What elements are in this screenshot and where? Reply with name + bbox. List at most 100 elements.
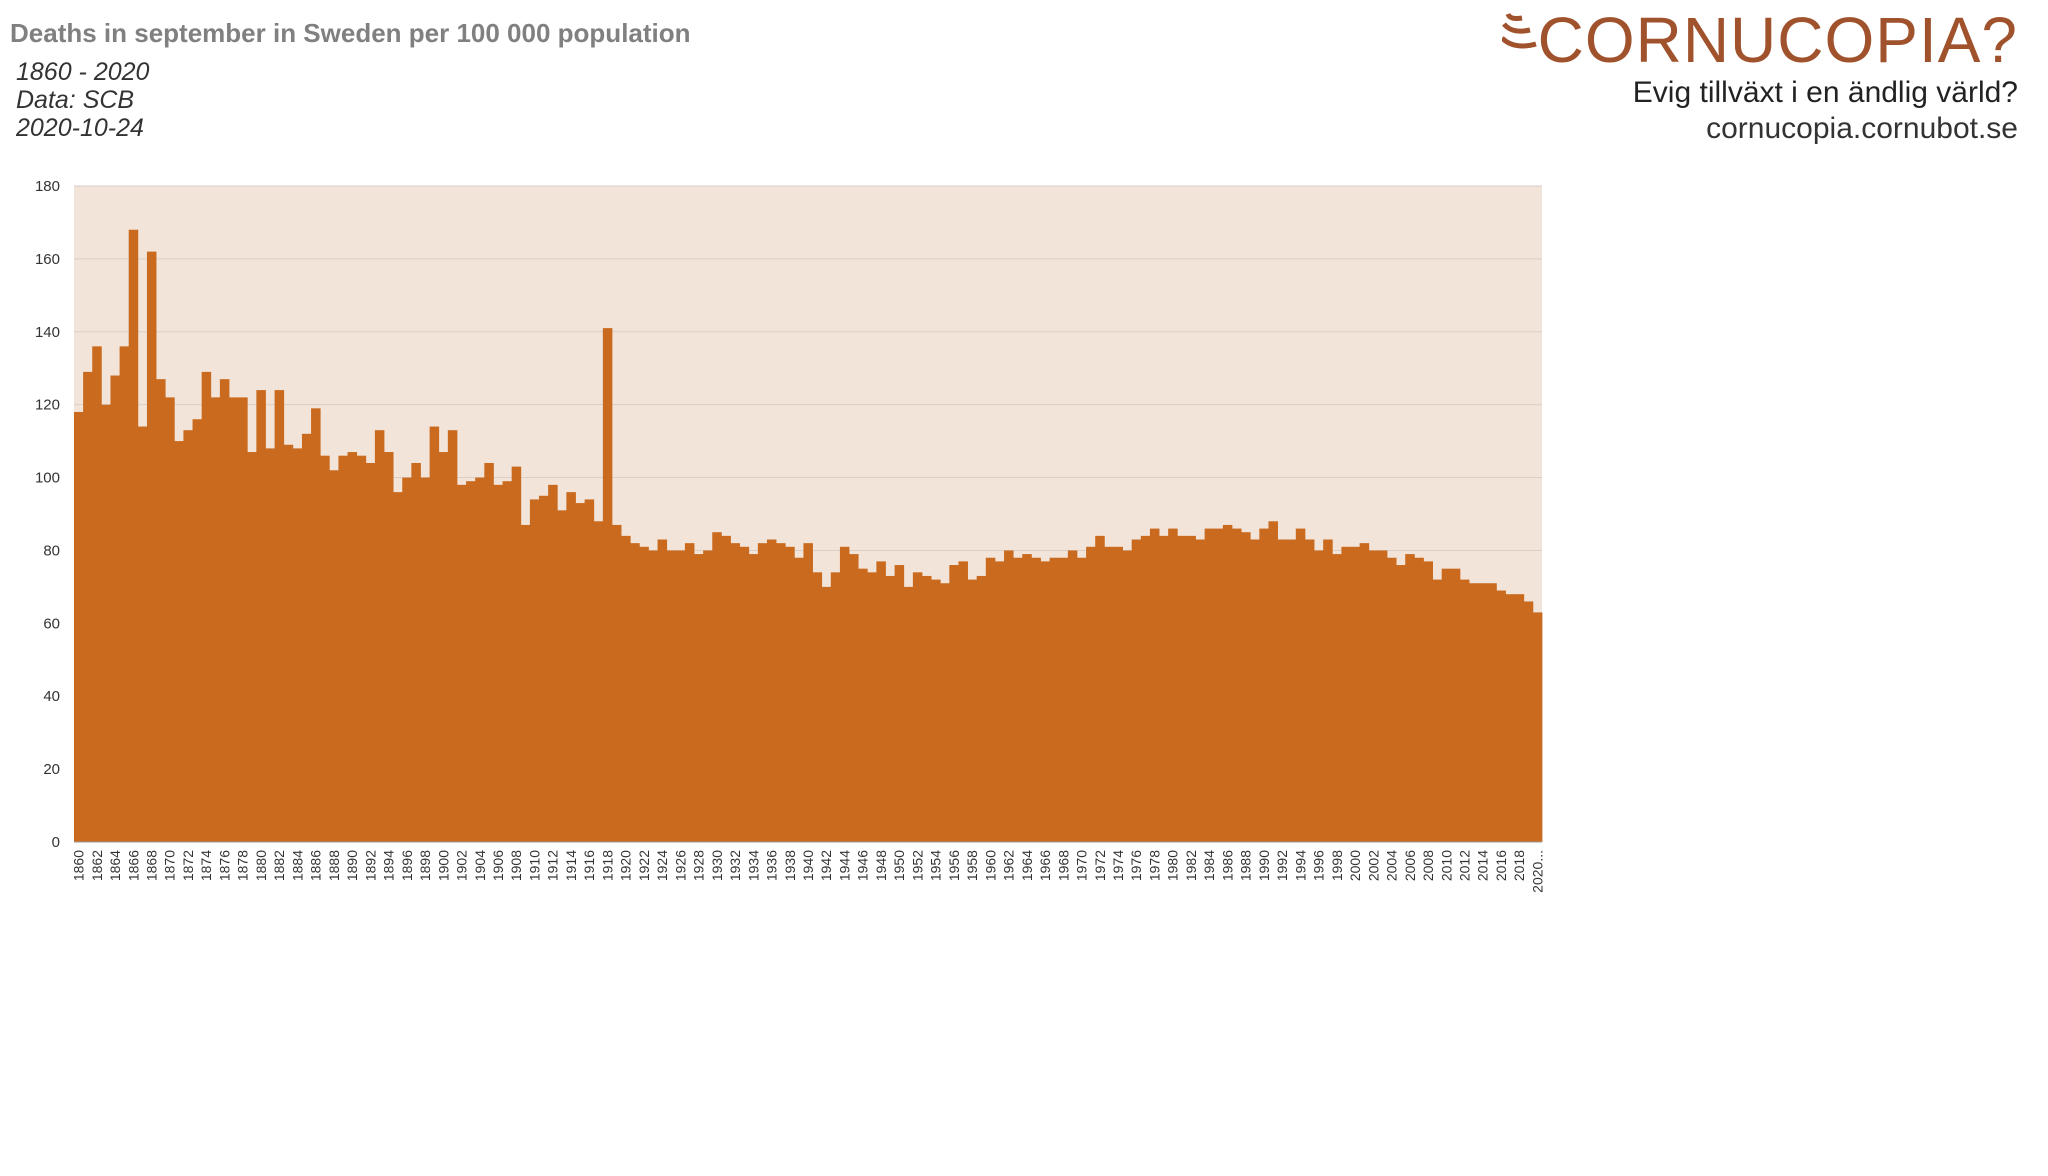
x-tick-label: 2000 [1347,850,1363,881]
bar [912,572,923,842]
bar [621,535,631,842]
bar [137,426,148,842]
bar [174,441,184,842]
x-tick-label: 1942 [818,850,834,881]
x-tick-label: 1906 [490,850,506,881]
bar [584,499,595,842]
x-tick-label: 1936 [764,850,780,881]
x-tick-label: 1898 [417,850,433,881]
bar [274,390,285,842]
x-tick-label: 1966 [1037,850,1053,881]
y-axis: 0 20 40 60 80 100 120 140 160 180 [35,178,60,851]
bar [1131,539,1142,842]
bar [1122,550,1133,842]
bar [238,397,248,842]
bar [1031,557,1041,842]
x-tick-label: 1900 [435,850,451,881]
bar [1350,546,1361,842]
bar [502,481,513,842]
publish-date: 2020-10-24 [16,114,144,142]
x-tick-label: 1930 [709,850,725,881]
bar [438,452,449,842]
data-source: Data: SCB [16,86,135,114]
bar [721,535,731,842]
bar [1250,539,1260,842]
bar [1268,521,1278,842]
x-tick-label: 1964 [1019,850,1035,881]
bar [356,455,367,842]
x-tick-label: 1914 [563,850,579,881]
bar [1478,583,1488,842]
bar [256,390,266,842]
bar [110,375,120,842]
bar [283,444,294,842]
x-tick-label: 1892 [362,850,378,881]
bar [794,557,804,842]
bar [803,543,813,842]
bar [229,397,239,842]
y-tick-label: 40 [43,688,60,705]
bar [292,448,303,842]
bar [165,397,175,842]
bar [1523,601,1534,842]
y-tick-label: 180 [35,178,60,195]
x-tick-label: 1990 [1256,850,1272,881]
x-axis: 1860 1862 1864 1866 1868 1870 1872 1874 1876 1878… [71,841,1545,893]
bar [402,477,412,842]
x-tick-label: 2002 [1365,850,1381,881]
bar [684,543,695,842]
bar [74,411,84,842]
logo-site-link[interactable]: cornucopia.cornubot.se [1706,112,2018,145]
bar [1323,539,1333,842]
bar [602,328,613,843]
bar [639,546,649,842]
x-tick-label: 1912 [545,850,561,881]
x-tick-label: 1876 [216,850,232,881]
bar [119,346,130,842]
bar [539,495,549,842]
bar [301,433,312,842]
logo-tagline: Evig tillväxt i en ändlig värld? [1632,76,2018,109]
x-tick-label: 2008 [1420,850,1436,881]
bar [949,565,959,842]
bar [1168,528,1178,842]
bar [1259,528,1269,842]
x-tick-label: 1970 [1074,850,1090,881]
x-tick-label: 1998 [1329,850,1345,881]
bar [1386,557,1397,842]
bar [1532,612,1543,842]
bar [1505,594,1516,842]
x-tick-label: 1874 [198,850,214,881]
x-tick-label: 1866 [125,850,141,881]
bar [903,586,914,842]
x-tick-label: 1974 [1110,850,1126,881]
x-tick-label: 2014 [1475,850,1491,881]
bar [128,229,139,842]
y-tick-label: 60 [43,615,60,632]
bar [1013,557,1023,842]
bar [557,510,567,842]
x-tick-label: 1872 [180,850,196,881]
bar [1113,546,1123,842]
bar [985,557,996,842]
x-tick-label: 1982 [1183,850,1199,881]
x-tick-label: 1946 [855,850,871,881]
x-tick-label: 1996 [1311,850,1327,881]
x-tick-label: 1908 [508,850,524,881]
bar [675,550,686,842]
x-tick-label: 1916 [581,850,597,881]
bar [456,484,467,842]
x-tick-label: 1972 [1092,850,1108,881]
bar [1314,550,1324,842]
x-tick-label: 1928 [691,850,707,881]
y-tick-label: 20 [43,761,60,778]
x-tick-label: 2018 [1511,850,1527,881]
y-tick-label: 0 [52,834,60,851]
bar [1359,543,1370,842]
bar [1040,561,1051,842]
bar [931,579,941,842]
bar [420,477,431,842]
x-tick-label: 2020... [1529,850,1545,893]
bar [876,561,886,842]
